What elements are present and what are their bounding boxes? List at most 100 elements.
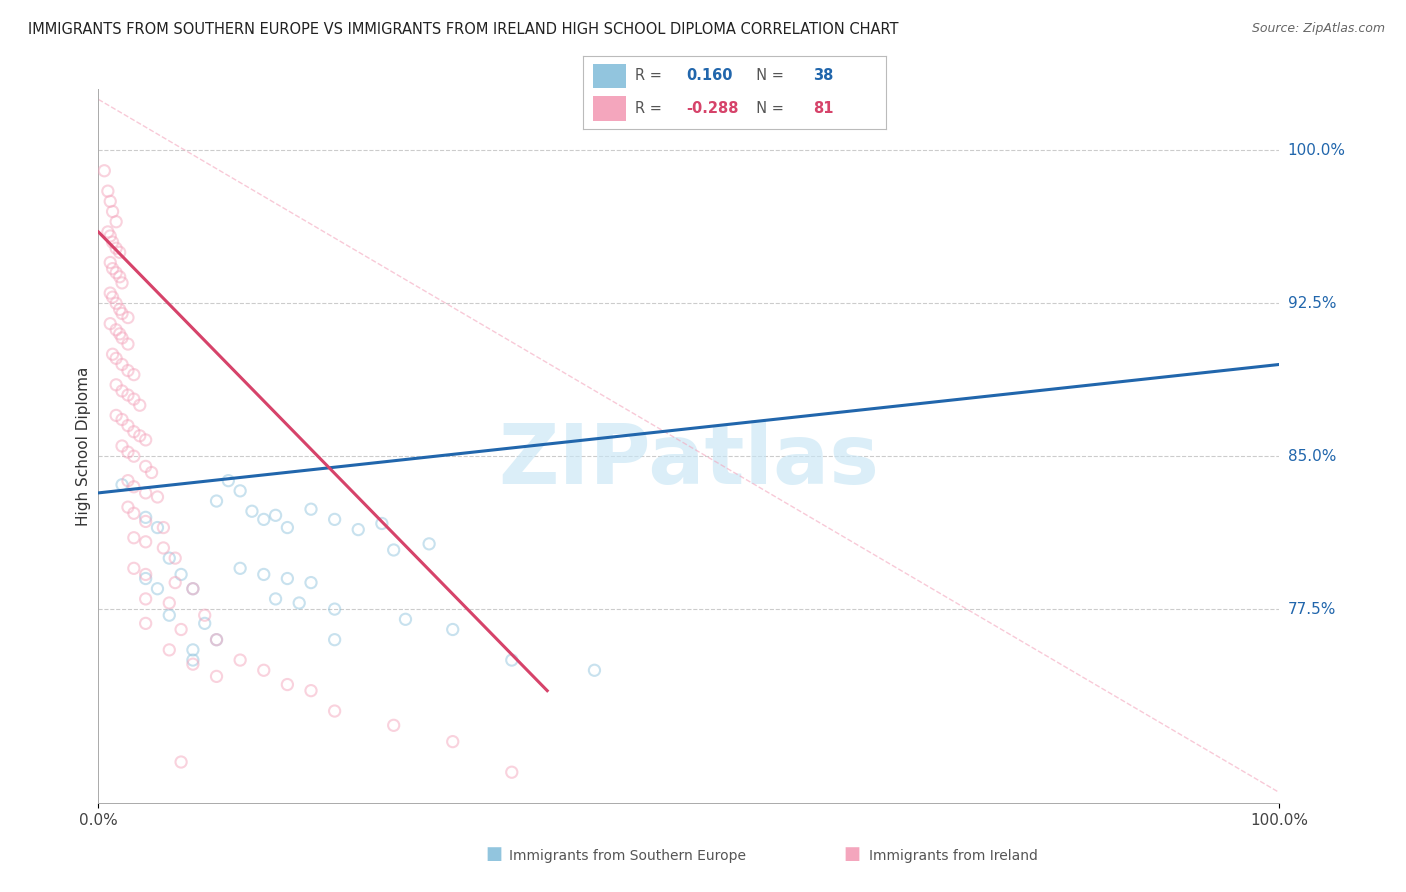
Text: 92.5%: 92.5% <box>1288 296 1336 310</box>
Point <box>105 241 128 255</box>
Point <box>105 323 128 337</box>
Text: ZIPatlas: ZIPatlas <box>499 420 879 500</box>
Point <box>98 255 121 269</box>
Point <box>276 520 298 534</box>
Point <box>135 510 157 524</box>
Point <box>98 286 121 301</box>
Text: Source: ZipAtlas.com: Source: ZipAtlas.com <box>1251 22 1385 36</box>
Point <box>323 512 346 526</box>
Point <box>583 663 606 677</box>
Point <box>122 531 145 545</box>
Point <box>105 215 128 229</box>
Text: 77.5%: 77.5% <box>1288 601 1336 616</box>
Point <box>194 616 217 631</box>
Point <box>165 551 187 566</box>
Point <box>111 439 134 453</box>
Point <box>101 347 124 361</box>
Point <box>264 591 287 606</box>
Point <box>105 351 128 366</box>
Point <box>152 541 174 555</box>
Text: 38: 38 <box>813 69 834 84</box>
Point <box>135 486 157 500</box>
Text: -0.288: -0.288 <box>686 101 738 116</box>
Text: ■: ■ <box>844 845 860 863</box>
Point <box>157 643 180 657</box>
Point <box>122 506 145 520</box>
Point <box>347 523 370 537</box>
Point <box>111 276 134 290</box>
Text: Immigrants from Southern Europe: Immigrants from Southern Europe <box>509 848 747 863</box>
Point <box>117 388 139 402</box>
Point <box>135 515 157 529</box>
Point <box>205 632 228 647</box>
Point <box>229 653 252 667</box>
Point <box>98 317 121 331</box>
Point <box>111 358 134 372</box>
Point <box>146 490 169 504</box>
Point <box>170 755 193 769</box>
Text: 85.0%: 85.0% <box>1288 449 1336 464</box>
Text: N =: N = <box>747 69 789 84</box>
Point <box>205 494 228 508</box>
Point <box>371 516 394 531</box>
Point <box>299 683 322 698</box>
Point <box>181 657 204 672</box>
Text: 81: 81 <box>813 101 834 116</box>
Point <box>122 480 145 494</box>
Text: R =: R = <box>636 101 666 116</box>
Point <box>98 194 121 209</box>
Point <box>105 377 128 392</box>
Text: Immigrants from Ireland: Immigrants from Ireland <box>869 848 1038 863</box>
Point <box>111 477 134 491</box>
Point <box>181 582 204 596</box>
Point <box>253 663 276 677</box>
Point <box>276 572 298 586</box>
Point <box>264 508 287 523</box>
Point <box>152 520 174 534</box>
Point <box>323 704 346 718</box>
Point <box>117 445 139 459</box>
Y-axis label: High School Diploma: High School Diploma <box>76 367 91 525</box>
Point <box>111 412 134 426</box>
Point <box>117 337 139 351</box>
Point <box>276 677 298 691</box>
Point <box>98 229 121 244</box>
Point <box>253 567 276 582</box>
Point <box>181 643 204 657</box>
Point <box>122 561 145 575</box>
Point <box>170 623 193 637</box>
Point <box>97 184 120 198</box>
Point <box>105 296 128 310</box>
Point <box>105 266 128 280</box>
Point <box>117 310 139 325</box>
Point <box>117 418 139 433</box>
Point <box>108 302 131 317</box>
Point <box>170 567 193 582</box>
Point <box>501 765 523 780</box>
Point <box>157 551 180 566</box>
Point <box>441 734 464 748</box>
Text: 100.0%: 100.0% <box>1288 143 1346 158</box>
Point <box>418 537 440 551</box>
Point <box>229 561 252 575</box>
Point <box>135 534 157 549</box>
Point <box>122 368 145 382</box>
Point <box>181 582 204 596</box>
Point <box>299 575 322 590</box>
Text: R =: R = <box>636 69 666 84</box>
Point <box>117 363 139 377</box>
Point <box>205 669 228 683</box>
Point <box>101 235 124 249</box>
Text: ■: ■ <box>485 845 502 863</box>
Point <box>101 290 124 304</box>
Point <box>323 602 346 616</box>
Point <box>128 429 150 443</box>
Point <box>394 612 416 626</box>
Point <box>135 591 157 606</box>
Text: 0.160: 0.160 <box>686 69 733 84</box>
Point <box>323 632 346 647</box>
Point <box>194 608 217 623</box>
Point <box>101 204 124 219</box>
Point <box>135 433 157 447</box>
Point <box>229 483 252 498</box>
